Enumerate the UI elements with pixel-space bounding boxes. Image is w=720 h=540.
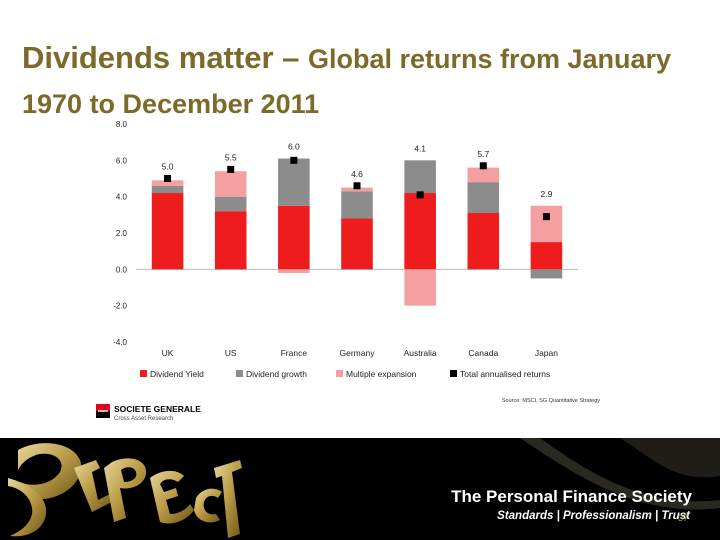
data-label: 5.0 — [162, 162, 174, 172]
bar-segment — [467, 182, 500, 214]
footer-tagline: Standards | Professionalism | Trust — [497, 510, 690, 522]
slide-title: Dividends matter – Global returns from J… — [22, 38, 702, 129]
footer-banner: The Personal Finance Society Standards |… — [0, 438, 720, 540]
title-emphasis: Dividends matter – — [22, 40, 308, 75]
data-label: 6.0 — [288, 142, 300, 152]
title-rest: Global returns from January 1970 to Dece… — [22, 44, 672, 119]
expect-logo — [8, 443, 242, 538]
total-return-marker — [353, 182, 361, 190]
sg-logo-name: SOCIETE GENERALE — [114, 404, 201, 414]
legend-swatch — [336, 370, 343, 377]
legend-label: Dividend Yield — [150, 369, 204, 379]
bar-segment — [151, 180, 184, 186]
bar-segment — [214, 171, 247, 197]
bar-segment — [278, 205, 310, 270]
bar-segment — [151, 193, 184, 270]
bar-segment — [467, 213, 500, 270]
sg-logo-black-square — [96, 411, 110, 418]
bar-segment — [530, 242, 563, 270]
y-tick-label: 8.0 — [116, 120, 128, 129]
bar-segment — [404, 269, 436, 306]
sg-logo-red-square — [96, 404, 110, 411]
y-tick-label: -2.0 — [113, 302, 127, 311]
legend-swatch — [450, 370, 457, 377]
bar-segment — [278, 269, 310, 273]
bar-segment — [467, 167, 500, 183]
bar-segment — [404, 160, 436, 194]
footer-swoosh — [620, 438, 720, 478]
y-tick-label: 4.0 — [116, 193, 128, 202]
data-label: 5.7 — [477, 149, 489, 159]
y-tick-label: 6.0 — [116, 156, 128, 165]
y-tick-label: 2.0 — [116, 229, 128, 238]
bar-segment — [341, 187, 373, 192]
data-label: 5.5 — [225, 152, 237, 162]
returns-chart: 5.0 5.5 6.0 4.6 4.1 5.7 2.9 8.0 6.0 4.0 2.0 0.0 -2.… — [113, 120, 600, 404]
y-tick-label: 0.0 — [116, 265, 128, 274]
total-return-marker — [416, 191, 424, 199]
legend-swatch — [236, 370, 243, 377]
x-tick-label: Japan — [535, 348, 558, 358]
x-tick-label: US — [225, 348, 237, 358]
bar-segment — [404, 193, 436, 270]
societe-generale-logo: SOCIETE GENERALE Cross Asset Research — [96, 403, 236, 430]
total-return-marker — [164, 175, 172, 182]
legend-swatch — [140, 370, 147, 377]
footer-org-name: The Personal Finance Society — [451, 487, 692, 506]
bar-segment — [278, 158, 310, 206]
x-tick-label: Germany — [340, 348, 376, 358]
bar-segment — [214, 196, 247, 212]
total-return-marker — [479, 162, 487, 170]
sg-logo-subtitle: Cross Asset Research — [114, 416, 173, 422]
data-label: 4.1 — [414, 143, 426, 153]
total-return-marker — [542, 213, 550, 221]
x-tick-label: UK — [162, 348, 174, 358]
x-tick-label: Australia — [404, 348, 437, 358]
legend-label: Multiple expansion — [346, 369, 417, 379]
legend-label: Total annualised returns — [460, 369, 550, 379]
bar-segment — [341, 191, 373, 219]
data-label: 2.9 — [541, 189, 553, 199]
source-note: Source: MSCI, SG Quantitative Strategy — [502, 398, 600, 404]
bar-segment — [151, 185, 184, 194]
bar-segment — [530, 205, 563, 243]
bar-segment — [341, 218, 373, 270]
y-tick-label: -4.0 — [113, 338, 127, 347]
x-tick-label: France — [281, 348, 308, 358]
page-number: 37 — [677, 513, 688, 523]
bar-segment — [214, 211, 247, 270]
x-tick-label: Canada — [468, 348, 498, 358]
data-label: 4.6 — [351, 169, 363, 179]
total-return-marker — [290, 156, 298, 164]
total-return-marker — [227, 165, 235, 173]
bar-segment — [530, 269, 563, 279]
legend-label: Dividend growth — [246, 369, 307, 379]
